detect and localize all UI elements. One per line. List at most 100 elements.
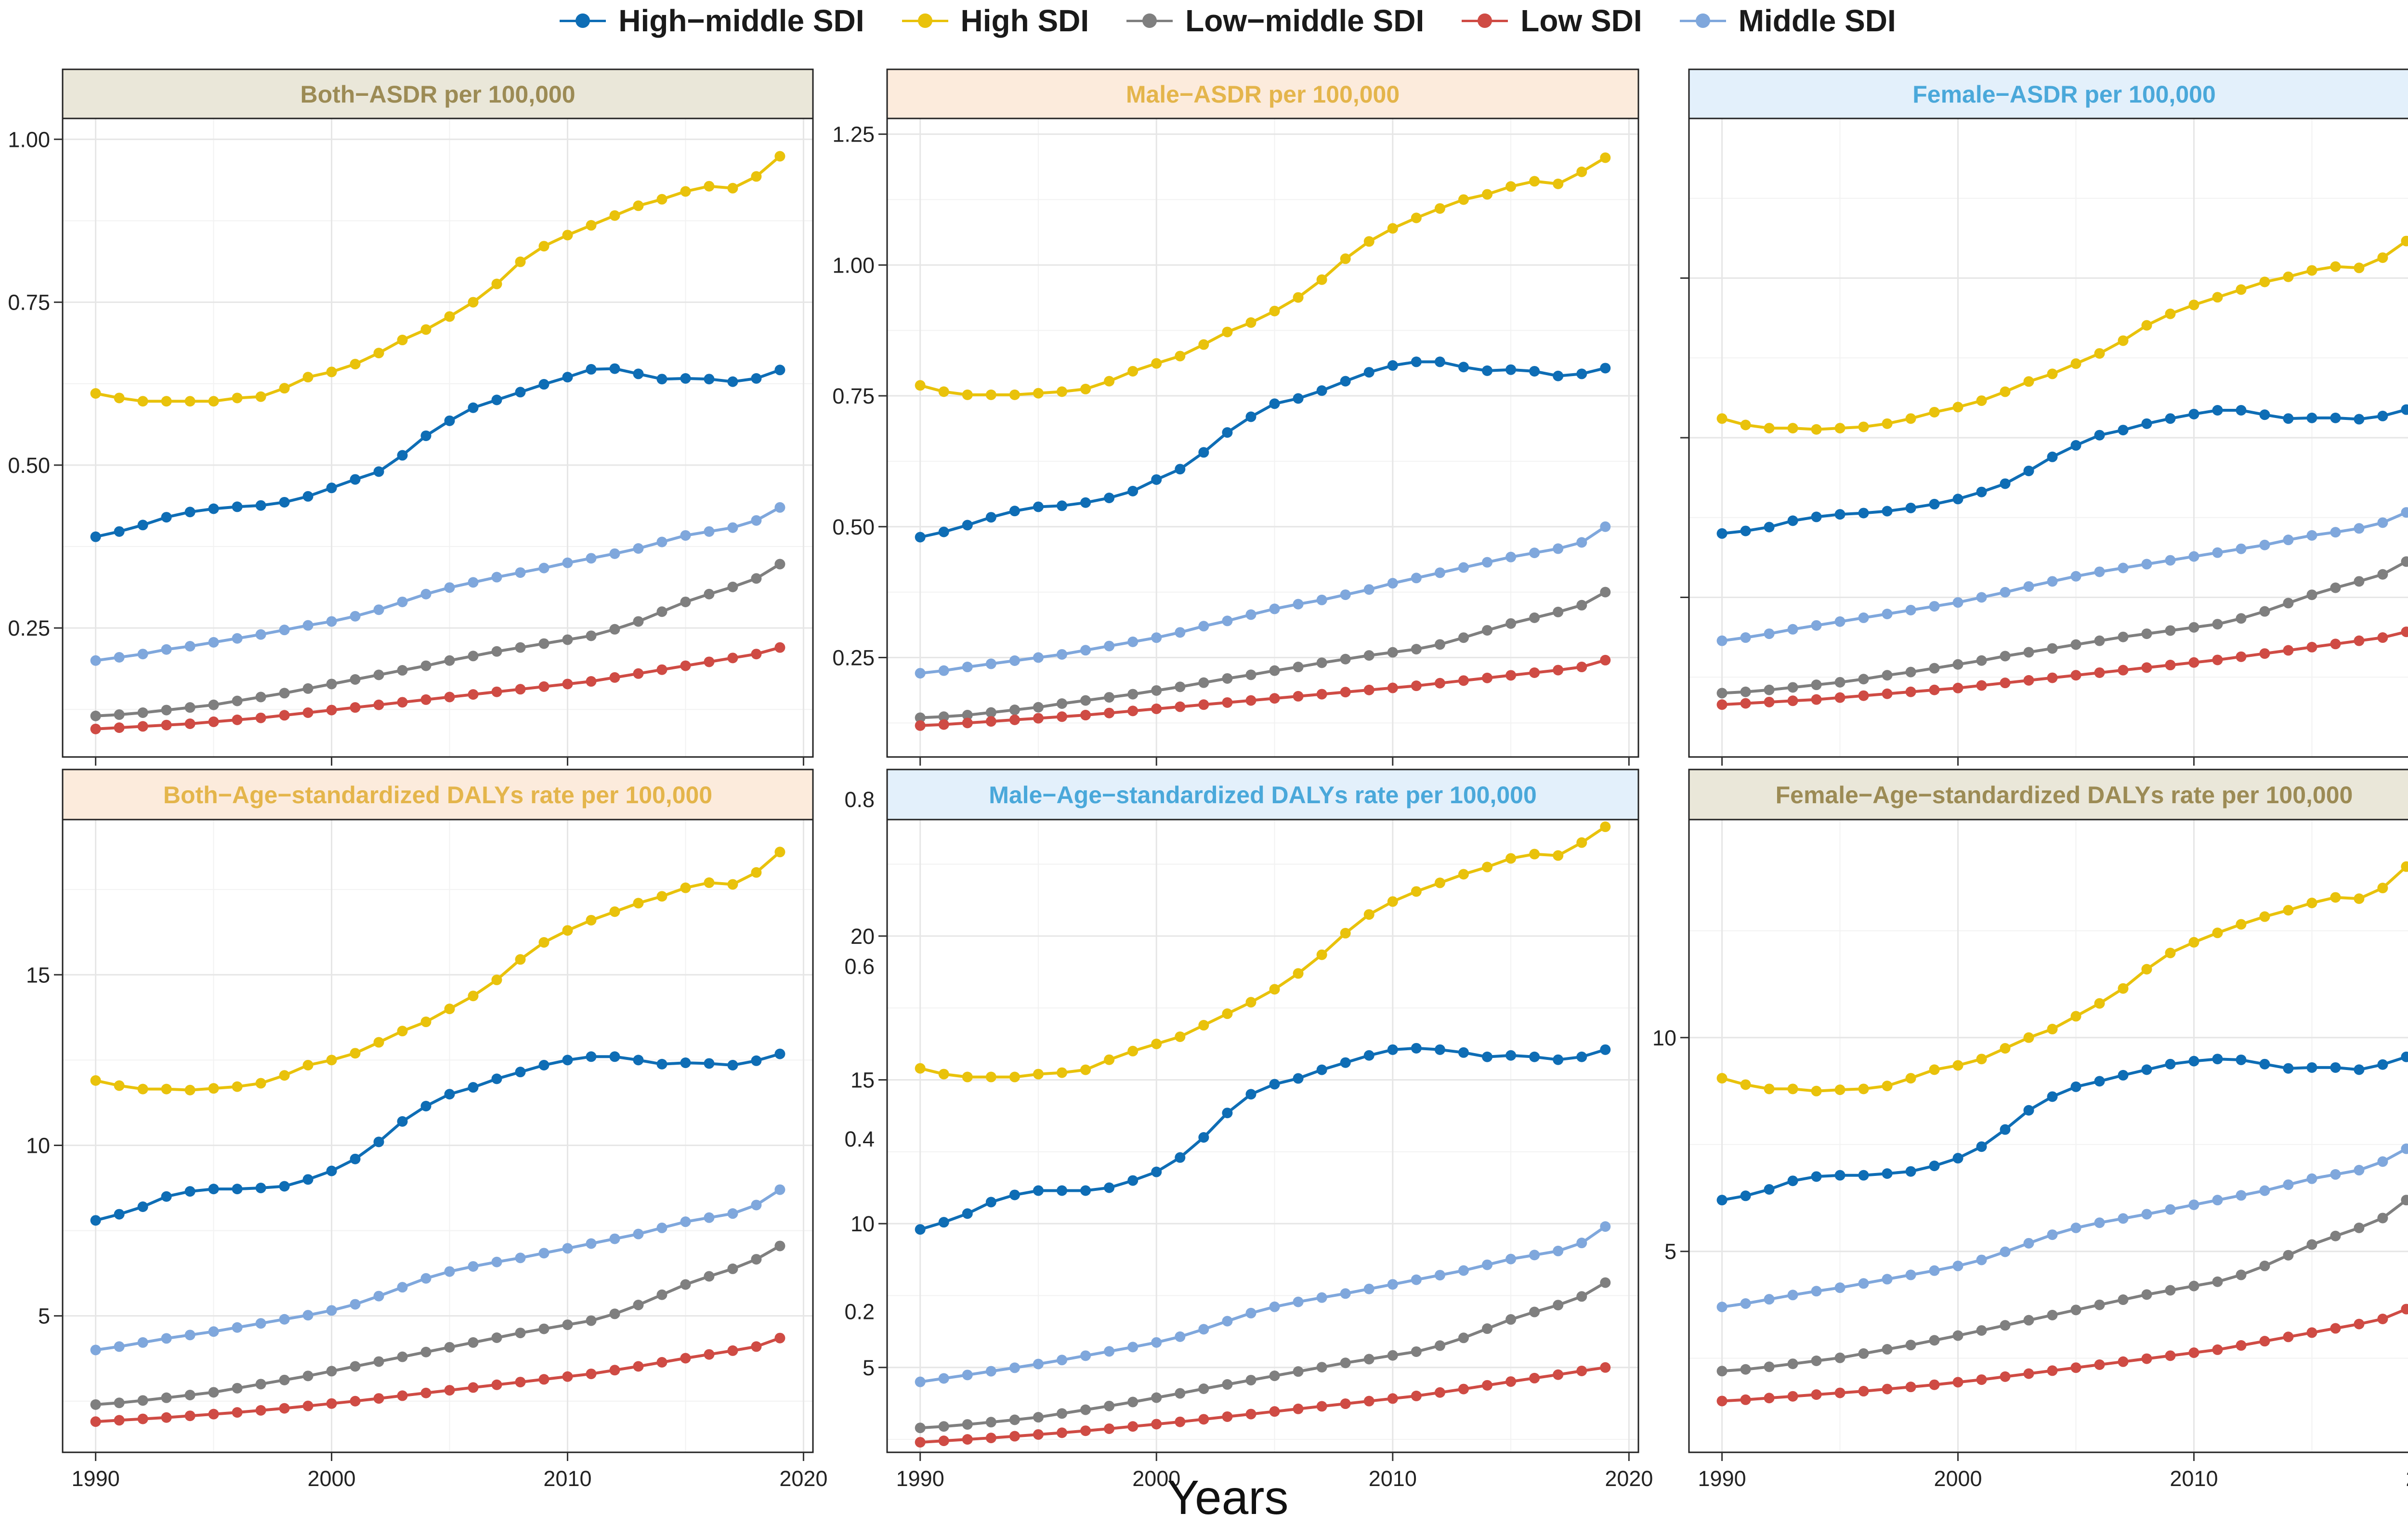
- data-point: [2165, 948, 2176, 959]
- data-point: [2118, 631, 2129, 642]
- plot-frame: [62, 819, 814, 1453]
- data-point: [1411, 1043, 1422, 1054]
- data-point: [1293, 599, 1304, 610]
- data-point: [2118, 1356, 2129, 1367]
- strip-header: [1688, 68, 2408, 119]
- data-point: [350, 674, 361, 685]
- data-point: [1057, 1067, 1068, 1078]
- data-point: [468, 1337, 479, 1348]
- chart-panel-4: Both−Age−standardized DALYs rate per 100…: [26, 769, 827, 1491]
- data-point: [2141, 1209, 2152, 1220]
- data-point: [656, 1289, 667, 1300]
- data-point: [774, 1184, 785, 1195]
- data-point: [538, 638, 550, 649]
- data-point: [2401, 404, 2408, 415]
- data-point: [915, 1422, 926, 1434]
- data-point: [2141, 559, 2152, 570]
- data-point: [2000, 386, 2011, 397]
- data-point: [2354, 576, 2365, 587]
- data-point: [373, 669, 384, 680]
- data-point: [938, 1373, 949, 1384]
- data-point: [279, 1070, 290, 1081]
- secondary-y-tick-label: 0.2: [844, 1299, 875, 1324]
- data-point: [538, 1374, 550, 1385]
- data-point: [1576, 662, 1587, 673]
- data-point: [326, 704, 337, 716]
- data-point: [1316, 385, 1327, 396]
- strip-header: [886, 68, 1639, 119]
- data-point: [1458, 869, 1469, 880]
- data-point: [2306, 530, 2317, 541]
- data-point: [938, 665, 949, 676]
- data-point: [208, 1083, 219, 1094]
- data-point: [1882, 506, 1893, 517]
- data-point: [2283, 1250, 2294, 1261]
- data-point: [1269, 665, 1280, 676]
- data-point: [586, 1369, 597, 1380]
- data-point: [90, 1399, 101, 1410]
- data-point: [704, 1271, 715, 1282]
- data-point: [633, 1361, 644, 1372]
- data-point: [350, 702, 361, 713]
- data-point: [2023, 1315, 2034, 1326]
- data-point: [2094, 1217, 2105, 1228]
- data-point: [1764, 628, 1775, 639]
- data-point: [397, 1026, 408, 1037]
- data-point: [1175, 351, 1186, 362]
- data-point: [1482, 1051, 1493, 1062]
- data-point: [985, 1366, 996, 1377]
- data-point: [915, 720, 926, 731]
- data-point: [2259, 276, 2270, 287]
- data-point: [1905, 1382, 1916, 1393]
- data-point: [1952, 659, 1963, 670]
- data-point: [1009, 655, 1020, 666]
- data-point: [774, 1332, 785, 1343]
- data-point: [680, 530, 691, 541]
- data-point: [2070, 670, 2081, 681]
- data-point: [1529, 1250, 1540, 1261]
- data-point: [2070, 358, 2081, 369]
- data-point: [1553, 850, 1564, 861]
- data-point: [1576, 1051, 1587, 1062]
- data-point: [2330, 582, 2341, 593]
- data-point: [326, 678, 337, 690]
- data-point: [1764, 1083, 1775, 1095]
- x-tick-label: 2010: [1369, 1466, 1417, 1491]
- data-point: [1458, 1332, 1469, 1343]
- data-point: [161, 1333, 172, 1344]
- data-point: [2023, 1238, 2034, 1249]
- data-point: [444, 655, 455, 666]
- data-point: [1293, 1403, 1304, 1414]
- data-point: [2023, 1032, 2034, 1043]
- data-point: [1529, 1372, 1540, 1383]
- data-point: [1576, 537, 1587, 548]
- data-point: [1482, 1323, 1493, 1334]
- data-point: [938, 526, 949, 537]
- data-point: [444, 1089, 455, 1100]
- data-point: [656, 664, 667, 675]
- data-point: [397, 335, 408, 346]
- data-point: [1198, 621, 1209, 632]
- data-point: [1764, 1361, 1775, 1372]
- data-point: [985, 1071, 996, 1083]
- data-point: [137, 721, 148, 732]
- data-point: [962, 389, 973, 400]
- legend-item-high-middle-sdi: High−middle SDI: [560, 3, 864, 39]
- data-point: [586, 220, 597, 231]
- data-point: [2306, 898, 2317, 909]
- x-tick-label: 2020: [1605, 1466, 1653, 1491]
- data-point: [350, 474, 361, 485]
- data-point: [1411, 573, 1422, 584]
- data-point: [1834, 1282, 1845, 1293]
- data-point: [962, 1434, 973, 1445]
- data-point: [1787, 1391, 1798, 1402]
- data-point: [491, 1379, 502, 1390]
- data-point: [1387, 647, 1398, 658]
- data-point: [279, 1403, 290, 1414]
- data-point: [1340, 1057, 1351, 1068]
- data-point: [727, 1345, 738, 1356]
- data-point: [444, 415, 455, 426]
- data-point: [1834, 616, 1845, 627]
- data-point: [1976, 592, 1987, 603]
